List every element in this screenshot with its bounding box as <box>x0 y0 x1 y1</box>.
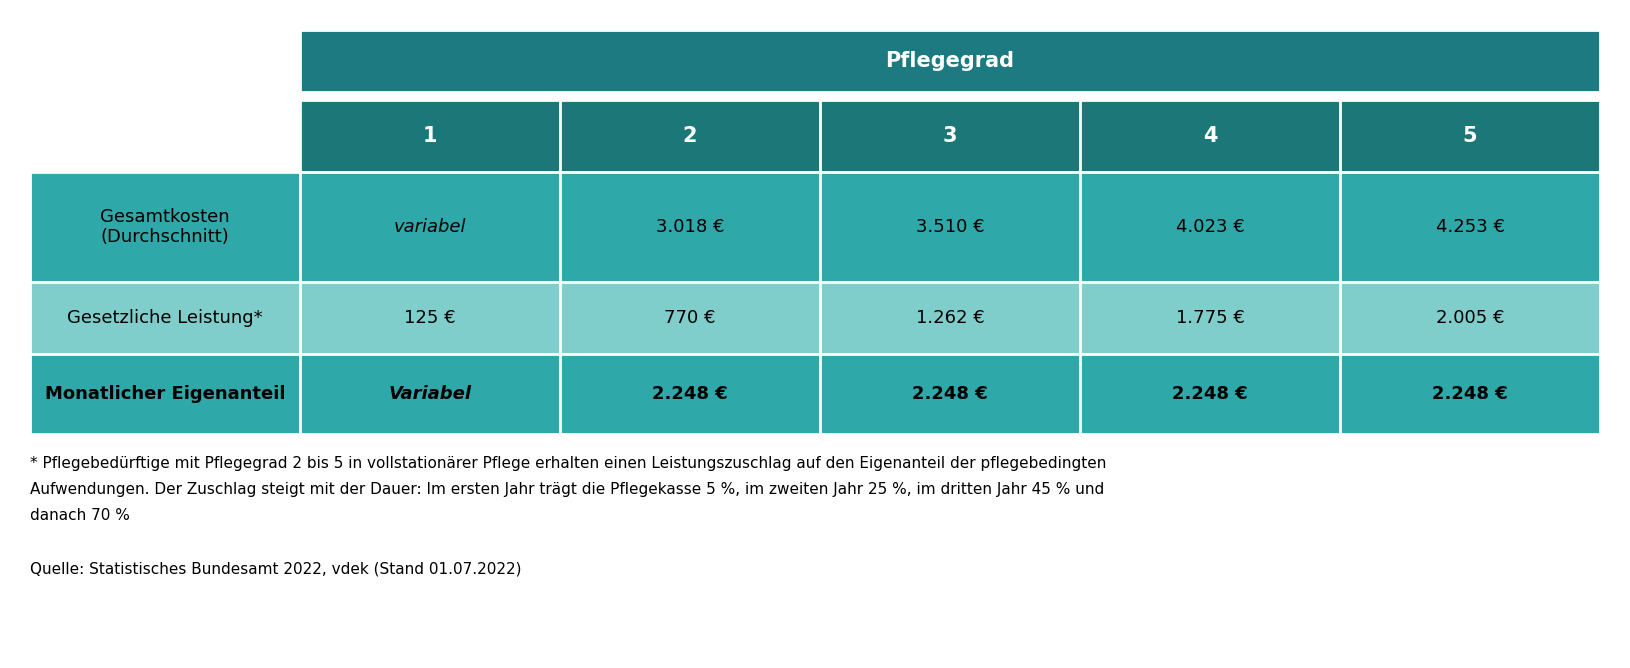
Text: Variabel: Variabel <box>388 385 471 403</box>
Bar <box>820 172 1081 282</box>
Text: 2.248 €: 2.248 € <box>1433 385 1508 403</box>
Text: 1.775 €: 1.775 € <box>1175 309 1244 327</box>
Text: Gesamtkosten
(Durchschnitt): Gesamtkosten (Durchschnitt) <box>99 208 230 246</box>
Bar <box>561 282 820 354</box>
Bar <box>1081 100 1340 172</box>
Text: 2.005 €: 2.005 € <box>1436 309 1504 327</box>
Bar <box>1081 354 1340 434</box>
Bar <box>1340 354 1601 434</box>
Bar <box>1340 100 1601 172</box>
Bar <box>1081 282 1340 354</box>
Bar <box>820 354 1081 434</box>
Text: 1: 1 <box>422 126 437 146</box>
Text: variabel: variabel <box>394 218 466 236</box>
Text: Monatlicher Eigenanteil: Monatlicher Eigenanteil <box>44 385 285 403</box>
Bar <box>820 282 1081 354</box>
Text: 2.248 €: 2.248 € <box>1172 385 1249 403</box>
Bar <box>300 30 1601 92</box>
Bar <box>561 100 820 172</box>
Bar <box>1340 172 1601 282</box>
Text: 3.510 €: 3.510 € <box>916 218 985 236</box>
Bar <box>29 354 300 434</box>
Bar <box>29 282 300 354</box>
Bar <box>820 100 1081 172</box>
Bar <box>29 172 300 282</box>
Text: 3.018 €: 3.018 € <box>655 218 724 236</box>
Text: 4: 4 <box>1203 126 1218 146</box>
Text: 4.253 €: 4.253 € <box>1436 218 1504 236</box>
Bar <box>300 282 561 354</box>
Text: danach 70 %: danach 70 % <box>29 508 130 523</box>
Text: 2: 2 <box>683 126 698 146</box>
Bar <box>300 354 561 434</box>
Text: Gesetzliche Leistung*: Gesetzliche Leistung* <box>67 309 262 327</box>
Text: 770 €: 770 € <box>665 309 716 327</box>
Bar <box>300 100 561 172</box>
Text: Pflegegrad: Pflegegrad <box>885 51 1014 71</box>
Text: 4.023 €: 4.023 € <box>1175 218 1244 236</box>
Bar <box>561 354 820 434</box>
Bar <box>29 92 1601 100</box>
Text: * Pflegebedürftige mit Pflegegrad 2 bis 5 in vollstationärer Pflege erhalten ein: * Pflegebedürftige mit Pflegegrad 2 bis … <box>29 456 1107 471</box>
Bar <box>29 100 300 172</box>
Text: Aufwendungen. Der Zuschlag steigt mit der Dauer: Im ersten Jahr trägt die Pflege: Aufwendungen. Der Zuschlag steigt mit de… <box>29 482 1104 497</box>
Text: Quelle: Statistisches Bundesamt 2022, vdek (Stand 01.07.2022): Quelle: Statistisches Bundesamt 2022, vd… <box>29 562 522 577</box>
Text: 1.262 €: 1.262 € <box>916 309 985 327</box>
Bar <box>300 172 561 282</box>
Text: 2.248 €: 2.248 € <box>913 385 988 403</box>
Text: 5: 5 <box>1462 126 1477 146</box>
Text: 2.248 €: 2.248 € <box>652 385 729 403</box>
Bar <box>1340 282 1601 354</box>
Bar <box>1081 172 1340 282</box>
Text: 3: 3 <box>942 126 957 146</box>
Text: 125 €: 125 € <box>404 309 456 327</box>
Bar <box>561 172 820 282</box>
